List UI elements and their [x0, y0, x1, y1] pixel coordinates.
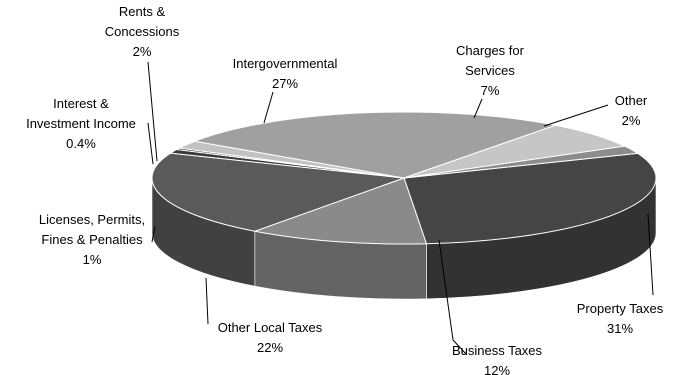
slice-percent-licenses: 1% [83, 252, 102, 267]
pie-slice-property [403, 152, 657, 245]
slice-labels: Property Taxes 31% Business Taxes 12% Other … [26, 4, 664, 375]
slice-name-charges: Charges for [456, 43, 525, 58]
slice-label-interest: Interest & Investment Income 0.4% [26, 96, 136, 151]
slice-name-other: Other [615, 93, 648, 108]
slice-label-charges: Charges for Services 7% [456, 43, 525, 98]
slice-name-other_local: Other Local Taxes [218, 320, 323, 335]
leader-line-property [647, 213, 654, 296]
pie-slice-intergov [192, 111, 558, 179]
slice-name-rents: Concessions [105, 24, 180, 39]
slice-label-licenses: Licenses, Permits, Fines & Penalties 1% [39, 212, 145, 267]
slice-percent-charges: 7% [481, 83, 500, 98]
slice-name-interest: Interest & [53, 96, 109, 111]
slice-name-intergov: Intergovernmental [233, 56, 338, 71]
slice-label-business: Business Taxes 12% [452, 343, 543, 375]
slice-percent-other: 2% [622, 113, 641, 128]
slice-label-other: Other 2% [615, 93, 648, 128]
pie-slice-charges [403, 124, 627, 179]
pie-slice-other_local [151, 152, 405, 232]
slice-name-licenses: Licenses, Permits, [39, 212, 145, 227]
pie-sides [151, 177, 657, 300]
slice-percent-intergov: 27% [272, 76, 298, 91]
leader-line-charges [473, 98, 483, 119]
leader-line-other [543, 104, 609, 127]
slice-label-property: Property Taxes 31% [577, 301, 664, 336]
pie-slice-business [253, 177, 428, 245]
leader-line-interest [147, 122, 154, 165]
slice-percent-rents: 2% [133, 44, 152, 59]
leader-lines [147, 61, 654, 355]
slice-percent-business: 12% [484, 363, 510, 375]
slice-name-charges: Services [465, 63, 515, 78]
leader-line-intergov [263, 91, 274, 124]
leader-line-licenses [151, 225, 156, 243]
slice-name-licenses: Fines & Penalties [41, 232, 143, 247]
slice-label-other_local: Other Local Taxes 22% [218, 320, 323, 355]
leader-line-other_local [205, 277, 209, 325]
slice-name-rents: Rents & [119, 4, 166, 19]
slice-label-rents: Rents & Concessions 2% [105, 4, 180, 59]
slice-percent-interest: 0.4% [66, 136, 96, 151]
slice-name-interest: Investment Income [26, 116, 136, 131]
leader-line-business [438, 239, 467, 355]
leader-line-rents [147, 61, 158, 162]
pie-tops [151, 111, 657, 245]
slice-percent-property: 31% [607, 321, 633, 336]
slice-label-intergov: Intergovernmental 27% [233, 56, 338, 91]
pie-slice-other [403, 145, 640, 179]
slice-percent-other_local: 22% [257, 340, 283, 355]
slice-name-property: Property Taxes [577, 301, 664, 316]
slice-name-business: Business Taxes [452, 343, 543, 358]
